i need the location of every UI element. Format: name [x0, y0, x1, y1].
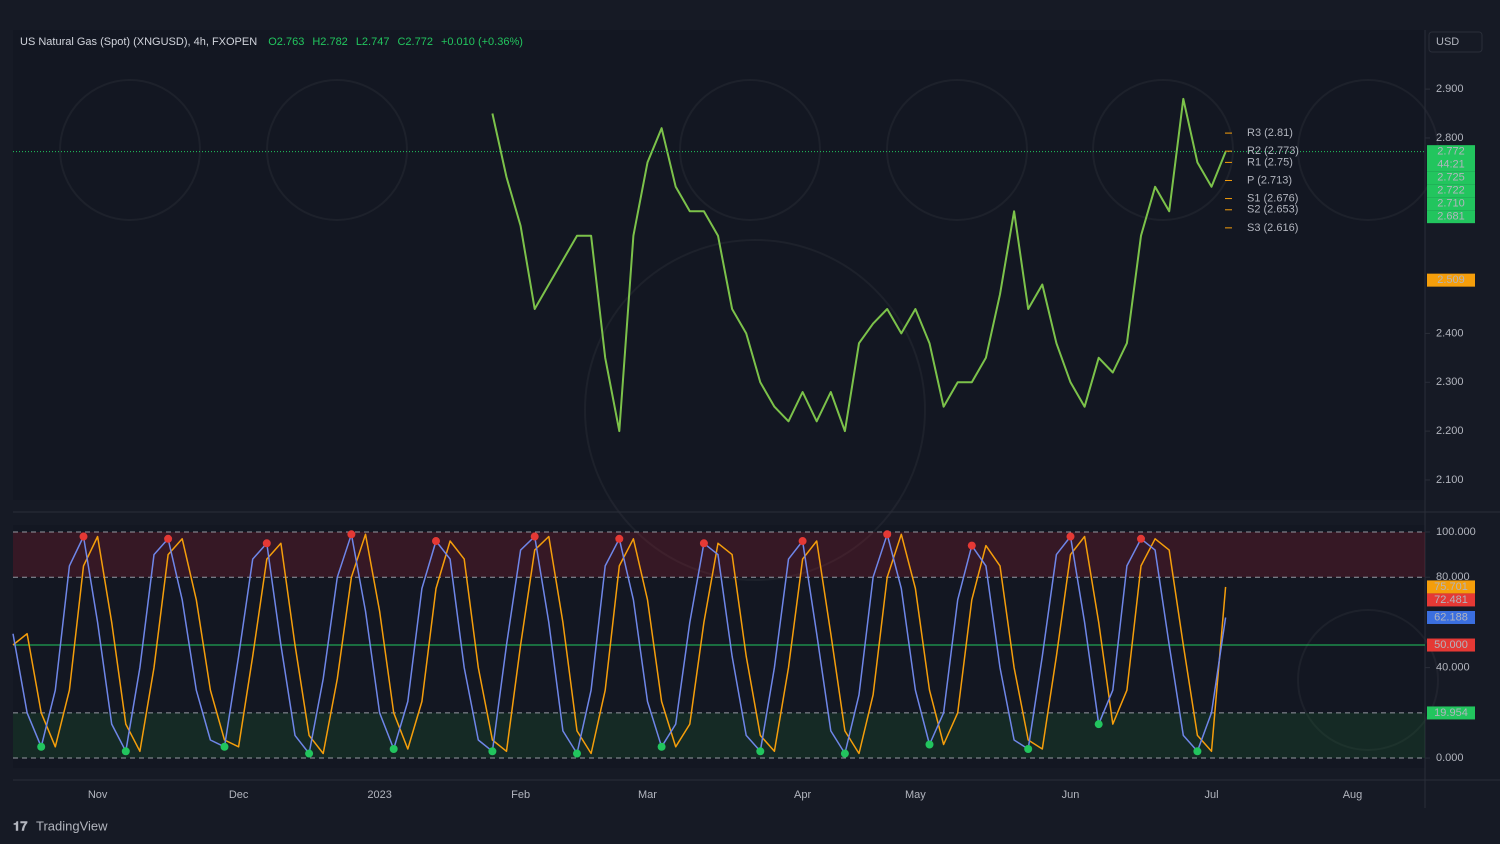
peak-dot — [164, 534, 173, 543]
pivot-label: R3 (2.81) — [1247, 127, 1293, 139]
peak-dot — [79, 532, 88, 541]
price-tag — [1427, 184, 1475, 198]
pivot-label: P (2.713) — [1247, 174, 1292, 186]
price-tag-label: 62.188 — [1434, 611, 1468, 623]
price-tag — [1427, 145, 1475, 172]
x-tick-label: Apr — [794, 789, 811, 801]
symbol-title: US Natural Gas (Spot) (XNGUSD), 4h, FXOP… — [20, 36, 257, 48]
y-tick-label: 100.000 — [1436, 526, 1476, 538]
x-tick-label: Jun — [1062, 789, 1080, 801]
price-tag — [1427, 638, 1475, 652]
ohlc-value: H2.782 — [312, 36, 347, 48]
pivot-label: S3 (2.616) — [1247, 222, 1298, 234]
peak-dot — [699, 539, 708, 548]
x-tick-label: Jul — [1204, 789, 1218, 801]
trough-dot — [573, 749, 581, 758]
trough-dot — [1094, 720, 1103, 729]
y-tick-label: 0.000 — [1436, 752, 1464, 764]
y-tick-label: 2.100 — [1436, 474, 1464, 486]
x-tick-label: 2023 — [367, 789, 391, 801]
price-tag-label: 19.954 — [1434, 707, 1468, 719]
price-tag — [1427, 706, 1475, 720]
peak-dot — [615, 534, 624, 543]
y-tick-label: 80.000 — [1436, 571, 1470, 583]
x-tick-label: Mar — [638, 789, 657, 801]
trough-dot — [840, 749, 849, 758]
trough-dot — [925, 740, 934, 749]
countdown: 44:21 — [1437, 159, 1465, 171]
peak-dot — [530, 532, 539, 541]
y-tick-label: 2.400 — [1436, 327, 1464, 339]
pivot-label: S1 (2.676) — [1247, 192, 1298, 204]
trough-dot — [1193, 747, 1202, 756]
trough-dot — [121, 747, 130, 756]
price-tag — [1427, 610, 1475, 624]
x-tick-label: May — [905, 789, 926, 801]
trough-dot — [488, 747, 497, 756]
y-tick-label: 2.300 — [1436, 376, 1464, 388]
currency: USD — [1436, 36, 1459, 48]
trough-dot — [37, 742, 46, 751]
price-tag — [1427, 273, 1475, 287]
y-tick-label: 2.800 — [1436, 132, 1464, 144]
overbought-zone — [13, 532, 1425, 578]
trough-dot — [389, 745, 398, 754]
price-tag-label: 75.701 — [1434, 581, 1468, 593]
price-pane — [13, 30, 1425, 500]
price-tag-label: 50.000 — [1434, 639, 1468, 651]
trough-dot — [220, 742, 229, 751]
price-tag — [1427, 171, 1475, 185]
peak-dot — [347, 530, 356, 539]
ohlc-value: L2.747 — [356, 36, 390, 48]
price-tag — [1427, 210, 1475, 224]
peak-dot — [1066, 532, 1075, 541]
oscillator-line — [12, 533, 1227, 755]
price-tag — [1427, 593, 1475, 607]
header: US Natural Gas (Spot) (XNGUSD), 4h, FXOP… — [20, 36, 523, 48]
pivot-label: S2 (2.653) — [1247, 204, 1298, 216]
y-tick-label: 2.200 — [1436, 425, 1464, 437]
trough-dot — [756, 747, 765, 756]
x-tick-label: Dec — [229, 789, 249, 801]
y-tick-label: 40.000 — [1436, 662, 1470, 674]
currency-box — [1428, 31, 1483, 53]
peak-dot — [1137, 534, 1145, 543]
price-tag-label: 2.710 — [1437, 198, 1465, 210]
price-tag — [1427, 197, 1475, 211]
y-tick-label: 2.900 — [1436, 83, 1464, 95]
price-tag-label: 2.772 — [1437, 146, 1465, 158]
brand-logo: 𝟏𝟕 — [13, 818, 28, 833]
trough-dot — [657, 742, 666, 751]
trough-dot — [1024, 745, 1033, 754]
peak-dot — [798, 537, 807, 546]
x-tick-label: Aug — [1343, 789, 1363, 801]
oversold-zone — [13, 712, 1425, 759]
ohlc-value: +0.010 (+0.36%) — [441, 36, 523, 48]
brand: TradingView — [36, 818, 108, 833]
peak-dot — [432, 537, 440, 546]
price-tag-label: 2.681 — [1437, 211, 1465, 223]
x-tick-label: Feb — [511, 789, 530, 801]
price-tag-label: 2.725 — [1437, 172, 1465, 184]
pivot-label: R1 (2.75) — [1247, 156, 1293, 168]
price-tag-label: 2.722 — [1437, 185, 1465, 197]
watermarks — [59, 79, 1439, 751]
price-tag — [1427, 580, 1475, 594]
price-tag-label: 72.481 — [1434, 594, 1468, 606]
trough-dot — [305, 749, 314, 758]
ohlc-value: O2.763 — [268, 36, 304, 48]
peak-dot — [883, 530, 892, 539]
price-line — [491, 97, 1227, 433]
peak-dot — [262, 539, 271, 548]
x-tick-label: Nov — [88, 789, 108, 801]
price-tag-label: 2.509 — [1437, 274, 1465, 286]
peak-dot — [967, 541, 976, 550]
ohlc-value: C2.772 — [397, 36, 432, 48]
pivot-label: R2 (2.773) — [1247, 145, 1299, 157]
